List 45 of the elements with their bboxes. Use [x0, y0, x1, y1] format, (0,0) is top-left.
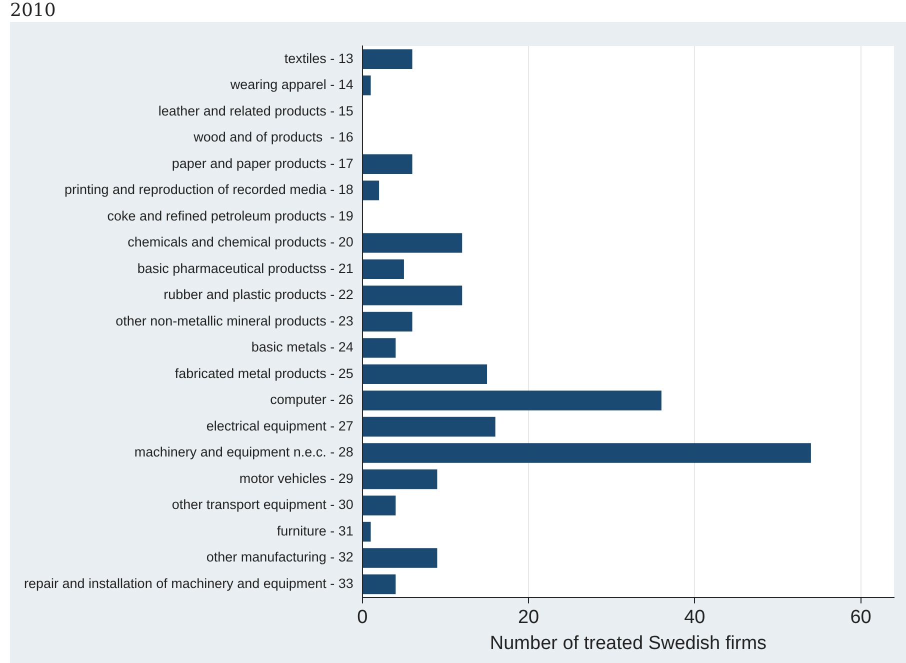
x-tick-label: 40	[684, 607, 706, 628]
bar	[362, 364, 488, 384]
y-tick-label: other transport equipment - 30	[172, 497, 354, 512]
x-axis-title: Number of treated Swedish firms	[490, 632, 767, 654]
bar	[362, 548, 438, 568]
bar	[362, 286, 462, 306]
y-tick-label: repair and installation of machinery and equipment - 33	[24, 576, 354, 591]
y-tick-label: fabricated metal products - 25	[174, 366, 354, 381]
y-tick-label: paper and paper products - 17	[172, 156, 354, 171]
bar	[362, 522, 371, 542]
y-tick-label: furniture - 31	[276, 523, 354, 538]
text: 2010	[10, 0, 57, 22]
y-tick-label: textiles - 13	[284, 50, 354, 66]
y-tick-label: leather and related products - 15	[158, 103, 354, 118]
bar	[362, 416, 496, 437]
y-tick-label: wood and of products - 16	[192, 130, 354, 145]
bar	[362, 338, 396, 358]
y-tick-label: motor vehicles - 29	[239, 470, 354, 486]
bar	[362, 390, 662, 410]
y-tick-label: basic metals - 24	[251, 340, 354, 355]
y-tick-label: electrical equipment - 27	[206, 418, 354, 434]
y-tick-label: basic pharmaceutical productss - 21	[137, 260, 354, 276]
y-tick-label: coke and refined petroleum products - 19	[107, 208, 354, 224]
y-tick-label: other non-metallic mineral products - 23	[116, 313, 354, 328]
y-tick-label: computer - 26	[270, 392, 354, 408]
x-tick-label: 0	[357, 607, 368, 628]
x-tick-label: 20	[518, 607, 540, 628]
bar	[362, 469, 438, 490]
y-tick-label: other manufacturing - 32	[206, 550, 354, 565]
bar	[362, 574, 396, 594]
bar	[362, 154, 412, 174]
x-tick-label: 60	[850, 607, 872, 628]
y-tick-label: rubber and plastic products - 22	[164, 287, 354, 302]
bar	[362, 312, 412, 332]
bar	[362, 496, 396, 516]
y-tick-label: machinery and equipment n.e.c. - 28	[134, 444, 354, 460]
bar	[362, 443, 811, 463]
bar	[362, 180, 380, 200]
y-tick-label: chemicals and chemical products - 20	[128, 234, 354, 250]
bar	[362, 259, 404, 280]
y-tick-label: wearing apparel - 14	[229, 77, 354, 92]
bar	[362, 233, 462, 253]
bar	[362, 76, 371, 96]
bar	[362, 49, 412, 69]
y-tick-label: printing and reproduction of recorded media - 18	[64, 182, 354, 198]
